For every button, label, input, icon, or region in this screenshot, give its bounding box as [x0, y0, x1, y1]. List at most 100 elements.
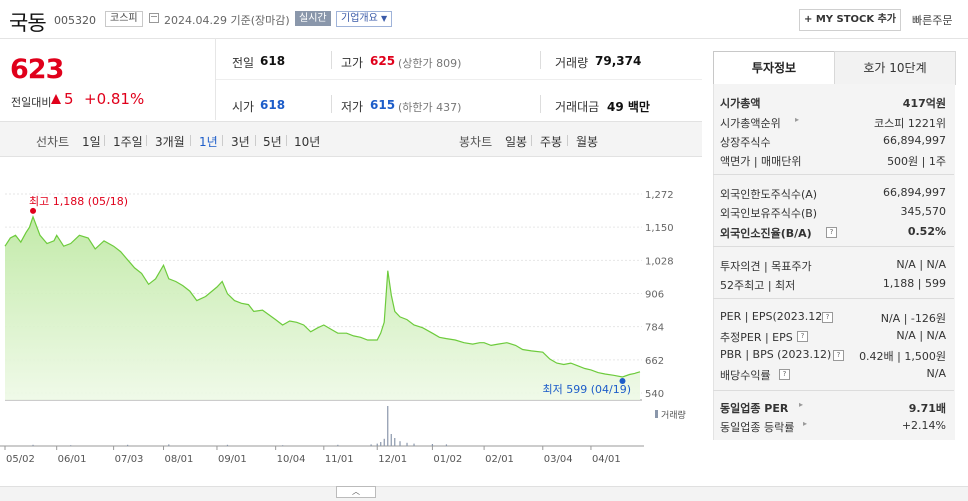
divider [540, 95, 541, 113]
help-icon[interactable]: ? [822, 310, 833, 324]
arrow-right-icon: ▸ [803, 419, 808, 428]
candle-weekly[interactable]: 주봉 [540, 135, 563, 149]
y-tick-label: 1,028 [645, 256, 674, 267]
foreign-limit-label: 외국인한도주식수(A) [720, 188, 818, 201]
help-icon[interactable]: ? [826, 225, 837, 239]
x-tick-label: 03/04 [544, 454, 573, 465]
volume-bar [376, 443, 378, 446]
x-tick-label: 09/01 [218, 454, 247, 465]
volume-bar [127, 444, 129, 446]
quick-order-link[interactable]: 빠른주문 [912, 14, 953, 27]
divider [540, 51, 541, 69]
est-per-label: 추정PER | EPS [720, 331, 793, 344]
period-10y[interactable]: 10년 [294, 135, 321, 149]
dividend-value: N/A [926, 367, 946, 380]
divider [190, 135, 191, 146]
price-line [4, 215, 641, 378]
volume-bar [282, 445, 284, 446]
industry-per-label[interactable]: 동일업종 PER [720, 402, 789, 415]
volume-bars [32, 406, 448, 446]
foreign-hold-label: 외국인보유주식수(B) [720, 207, 818, 220]
help-icon[interactable]: ? [833, 348, 844, 362]
low-marker [619, 377, 626, 384]
period-1w[interactable]: 1주일 [113, 135, 143, 149]
lower-limit: (하한가 437) [398, 101, 462, 114]
volume-bar [399, 441, 401, 446]
dividend-label: 배당수익률 [720, 369, 771, 382]
market-cap-value: 417억원 [902, 97, 946, 110]
line-chart-label: 선차트 [36, 135, 70, 149]
open-value: 618 [260, 98, 286, 112]
y-axis-labels: 1,272 1,150 1,028 906 784 662 540 [645, 190, 674, 400]
volume-legend-icon [655, 410, 658, 418]
volume-bar [445, 444, 448, 446]
stock-code: 005320 [54, 14, 96, 27]
tab-orderbook[interactable]: 호가 10단계 [834, 51, 956, 85]
y-tick-label: 1,150 [645, 223, 674, 234]
divider [713, 390, 954, 391]
upper-limit: (상한가 809) [398, 57, 462, 70]
shares-value: 66,894,997 [883, 134, 946, 147]
x-tick-label: 04/01 [592, 454, 621, 465]
volume-bar [394, 438, 396, 446]
my-stock-add-button[interactable]: + MY STOCK 추가 [799, 9, 901, 31]
divider [713, 298, 954, 299]
x-tick-label: 06/01 [58, 454, 87, 465]
volume-bar [383, 438, 385, 446]
volume-bar [413, 443, 415, 446]
stock-header [0, 0, 968, 39]
help-icon[interactable]: ? [779, 367, 790, 381]
period-1d[interactable]: 1일 [82, 135, 101, 149]
par-label: 액면가 | 매매단위 [720, 155, 802, 168]
tab-invest-info[interactable]: 투자정보 [713, 51, 835, 84]
y-tick-label: 784 [645, 323, 664, 334]
week52-label: 52주최고 | 최저 [720, 279, 796, 292]
price-chart: 1,272 1,150 1,028 906 784 662 540 05/02 06/01 07… [0, 190, 686, 465]
chart-period-bar [0, 121, 702, 157]
candle-monthly[interactable]: 월봉 [576, 135, 599, 149]
collapse-toggle-button[interactable]: ︿ [336, 486, 376, 498]
volume-bar [32, 444, 34, 446]
foreign-ratio-value: 0.52% [907, 225, 946, 238]
market-cap-rank-value: 코스피 1221위 [874, 117, 946, 130]
market-cap-label: 시가총액 [720, 97, 761, 110]
volume-bar [370, 444, 372, 446]
current-price: 623 [10, 54, 64, 85]
change-label: 전일대비 [11, 96, 52, 109]
price-area [5, 216, 640, 400]
y-tick-label: 662 [645, 356, 664, 367]
low-label: 저가 [341, 100, 364, 114]
period-3m[interactable]: 3개월 [155, 135, 185, 149]
base-date: 2024.04.29 기준(장마감) [164, 14, 290, 27]
volume-bar [387, 406, 389, 446]
x-tick-label: 12/01 [378, 454, 407, 465]
volume-bar [168, 444, 170, 446]
x-tick-label: 01/02 [433, 454, 462, 465]
arrow-right-icon: ▸ [799, 400, 804, 409]
par-value: 500원 | 1주 [887, 155, 946, 168]
period-1y[interactable]: 1년 [199, 135, 218, 149]
industry-rate-value: +2.14% [901, 419, 946, 432]
up-arrow-icon [51, 94, 61, 104]
period-5y[interactable]: 5년 [263, 135, 282, 149]
y-tick-label: 906 [645, 290, 664, 301]
change-percent: +0.81% [84, 90, 145, 108]
arrow-right-icon: ▸ [795, 115, 800, 124]
x-tick-label: 07/03 [115, 454, 144, 465]
x-axis-labels: 05/02 06/01 07/03 08/01 09/01 10/04 11/01 12/01… [4, 446, 621, 465]
help-icon[interactable]: ? [797, 329, 808, 343]
x-tick-label: 02/01 [485, 454, 514, 465]
x-tick-label: 05/02 [6, 454, 35, 465]
candle-daily[interactable]: 일봉 [505, 135, 528, 149]
period-3y[interactable]: 3년 [231, 135, 250, 149]
foreign-hold-value: 345,570 [900, 205, 947, 218]
market-cap-rank-label: 시가총액순위 [720, 117, 781, 130]
realtime-button[interactable]: 실시간 [295, 11, 331, 26]
company-info-dropdown[interactable]: 기업개요 ▼ [336, 11, 393, 27]
opinion-label: 투자의견 | 목표주가 [720, 260, 812, 273]
divider [255, 135, 256, 146]
industry-rate-label[interactable]: 동일업종 등락률 [720, 421, 795, 434]
amount-value: 49 백만 [607, 100, 650, 114]
week52-value: 1,188 | 599 [882, 277, 946, 290]
per-label: PER | EPS(2023.12) [720, 310, 827, 323]
